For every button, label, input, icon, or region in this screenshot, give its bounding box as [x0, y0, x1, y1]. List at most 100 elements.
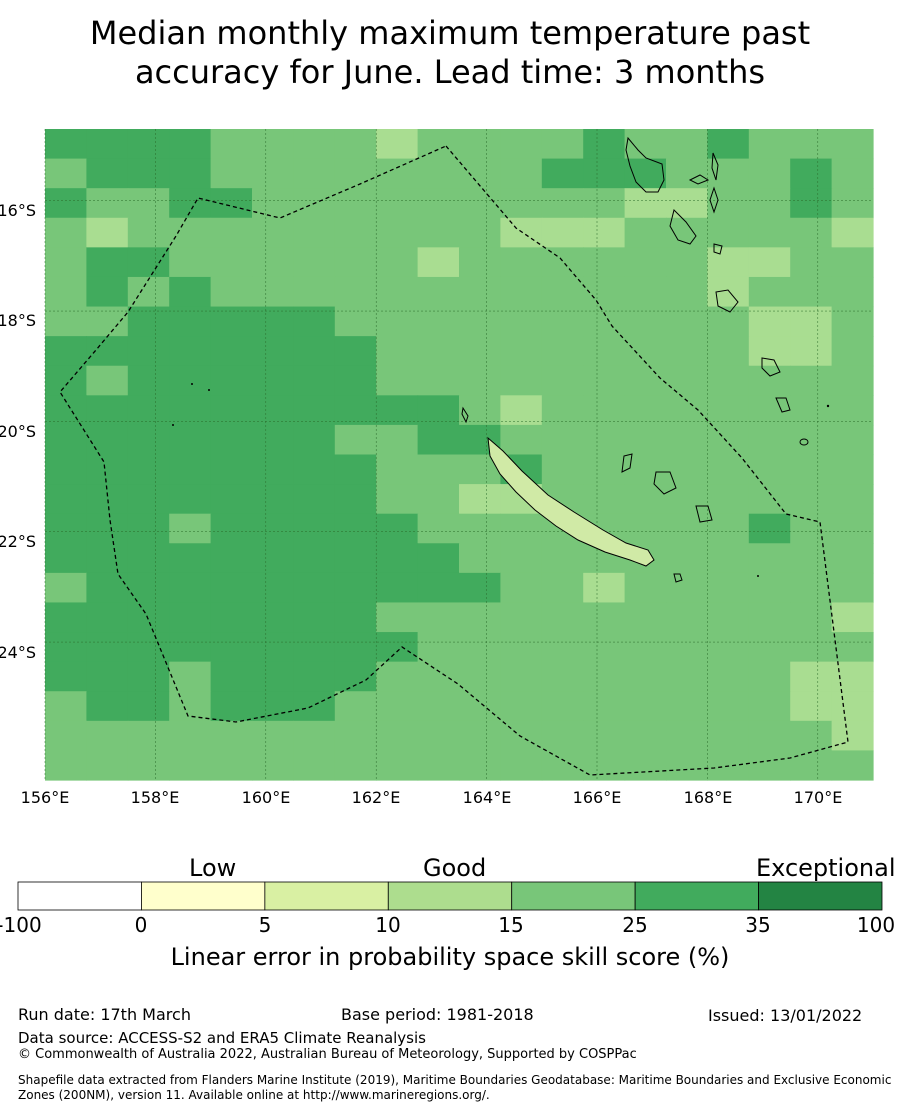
grid-cell — [169, 484, 212, 515]
walpole-island — [757, 575, 759, 577]
grid-cell — [252, 365, 294, 396]
grid-cell — [748, 720, 791, 752]
grid-cell — [376, 158, 419, 189]
grid-cell — [417, 484, 460, 515]
grid-cell — [790, 424, 833, 456]
grid-cell — [748, 336, 791, 367]
grid-cell — [210, 158, 253, 189]
grid-cell — [583, 217, 626, 248]
grid-cell — [666, 484, 708, 515]
grid-cell — [790, 661, 833, 692]
grid-cell — [831, 336, 874, 367]
grid-cell — [417, 632, 460, 663]
vanuatu-erromango — [761, 357, 781, 377]
grid-cell — [210, 129, 253, 160]
grid-cell — [210, 276, 253, 308]
grid-cell — [86, 602, 129, 633]
grid-cell — [252, 188, 294, 219]
grid-cell — [376, 424, 419, 456]
grid-cell — [624, 247, 667, 278]
grid-cell — [252, 750, 294, 781]
lon-label-160e: 160°E — [241, 788, 291, 807]
grid-cell — [624, 395, 667, 426]
grid-cell — [45, 602, 87, 633]
grid-cell — [748, 276, 791, 308]
grid-cell — [334, 424, 377, 456]
grid-cell — [583, 247, 626, 278]
grid-cell — [334, 572, 377, 604]
grid-cell — [624, 188, 667, 219]
grid-cell — [790, 395, 833, 426]
grid-cell — [169, 750, 212, 781]
grid-cell — [45, 720, 87, 752]
grid-cell — [831, 750, 874, 781]
grid-cell — [210, 602, 253, 633]
grid-cell — [293, 247, 336, 278]
loyalty-mare — [695, 505, 713, 523]
grid-cell — [707, 632, 750, 663]
base-period: Base period: 1981-2018 — [341, 1005, 534, 1024]
grid-cell — [45, 276, 87, 308]
grid-cell — [86, 632, 129, 663]
grid-cell — [500, 247, 543, 278]
grid-cell — [748, 484, 791, 515]
grid-cell — [500, 513, 543, 544]
category-exceptional: Exceptional — [756, 854, 896, 882]
grid-cell — [541, 306, 584, 337]
grid-cell — [86, 129, 129, 160]
chesterfield-islet-3 — [172, 424, 174, 426]
grid-cell — [790, 543, 833, 574]
grid-cell — [376, 750, 419, 781]
grid-cell — [86, 572, 129, 604]
grid-cell — [45, 750, 87, 781]
grid-cell — [831, 247, 874, 278]
grid-cell — [459, 543, 501, 574]
grid-cell — [790, 129, 833, 160]
grid-cell — [417, 543, 460, 574]
grid-cell — [210, 247, 253, 278]
vanuatu-efate — [715, 289, 739, 313]
grid-cell — [459, 602, 501, 633]
grid-cell — [541, 454, 584, 485]
grid-cell — [127, 336, 170, 367]
grid-cell — [831, 691, 874, 722]
vanuatu-malekula — [669, 209, 697, 245]
grid-cell — [748, 454, 791, 485]
grid-cell — [666, 602, 708, 633]
grid-cell — [583, 602, 626, 633]
grid-cell — [500, 306, 543, 337]
grid-cell — [583, 129, 626, 160]
grid-cell — [210, 395, 253, 426]
grid-cell — [376, 217, 419, 248]
vanuatu-maewo — [711, 152, 719, 181]
grid-cell — [376, 691, 419, 722]
grid-cell — [334, 217, 377, 248]
grid-cell — [293, 484, 336, 515]
grid-cell — [459, 188, 501, 219]
grid-cell — [707, 661, 750, 692]
grid-cell — [624, 276, 667, 308]
grid-cell — [169, 365, 212, 396]
grid-cell — [376, 484, 419, 515]
grid-cell — [707, 572, 750, 604]
grid-cell — [500, 720, 543, 752]
grid-cell — [86, 661, 129, 692]
grid-cell — [252, 661, 294, 692]
matthew-island — [799, 438, 809, 446]
loyalty-lifou — [653, 471, 677, 495]
grid-cell — [169, 306, 212, 337]
grid-cell — [334, 661, 377, 692]
grid-cell — [541, 632, 584, 663]
grid-cell — [210, 336, 253, 367]
grid-cell — [376, 632, 419, 663]
lon-label-162e: 162°E — [351, 788, 401, 807]
grid-cell — [624, 365, 667, 396]
grid-cell — [210, 750, 253, 781]
grid-cell — [831, 602, 874, 633]
grid-cell — [748, 395, 791, 426]
grid-cell — [334, 632, 377, 663]
grid-cell — [459, 572, 501, 604]
title-line-1: Median monthly maximum temperature past — [89, 14, 811, 52]
cb-tick-minus100: -100 — [0, 913, 42, 937]
